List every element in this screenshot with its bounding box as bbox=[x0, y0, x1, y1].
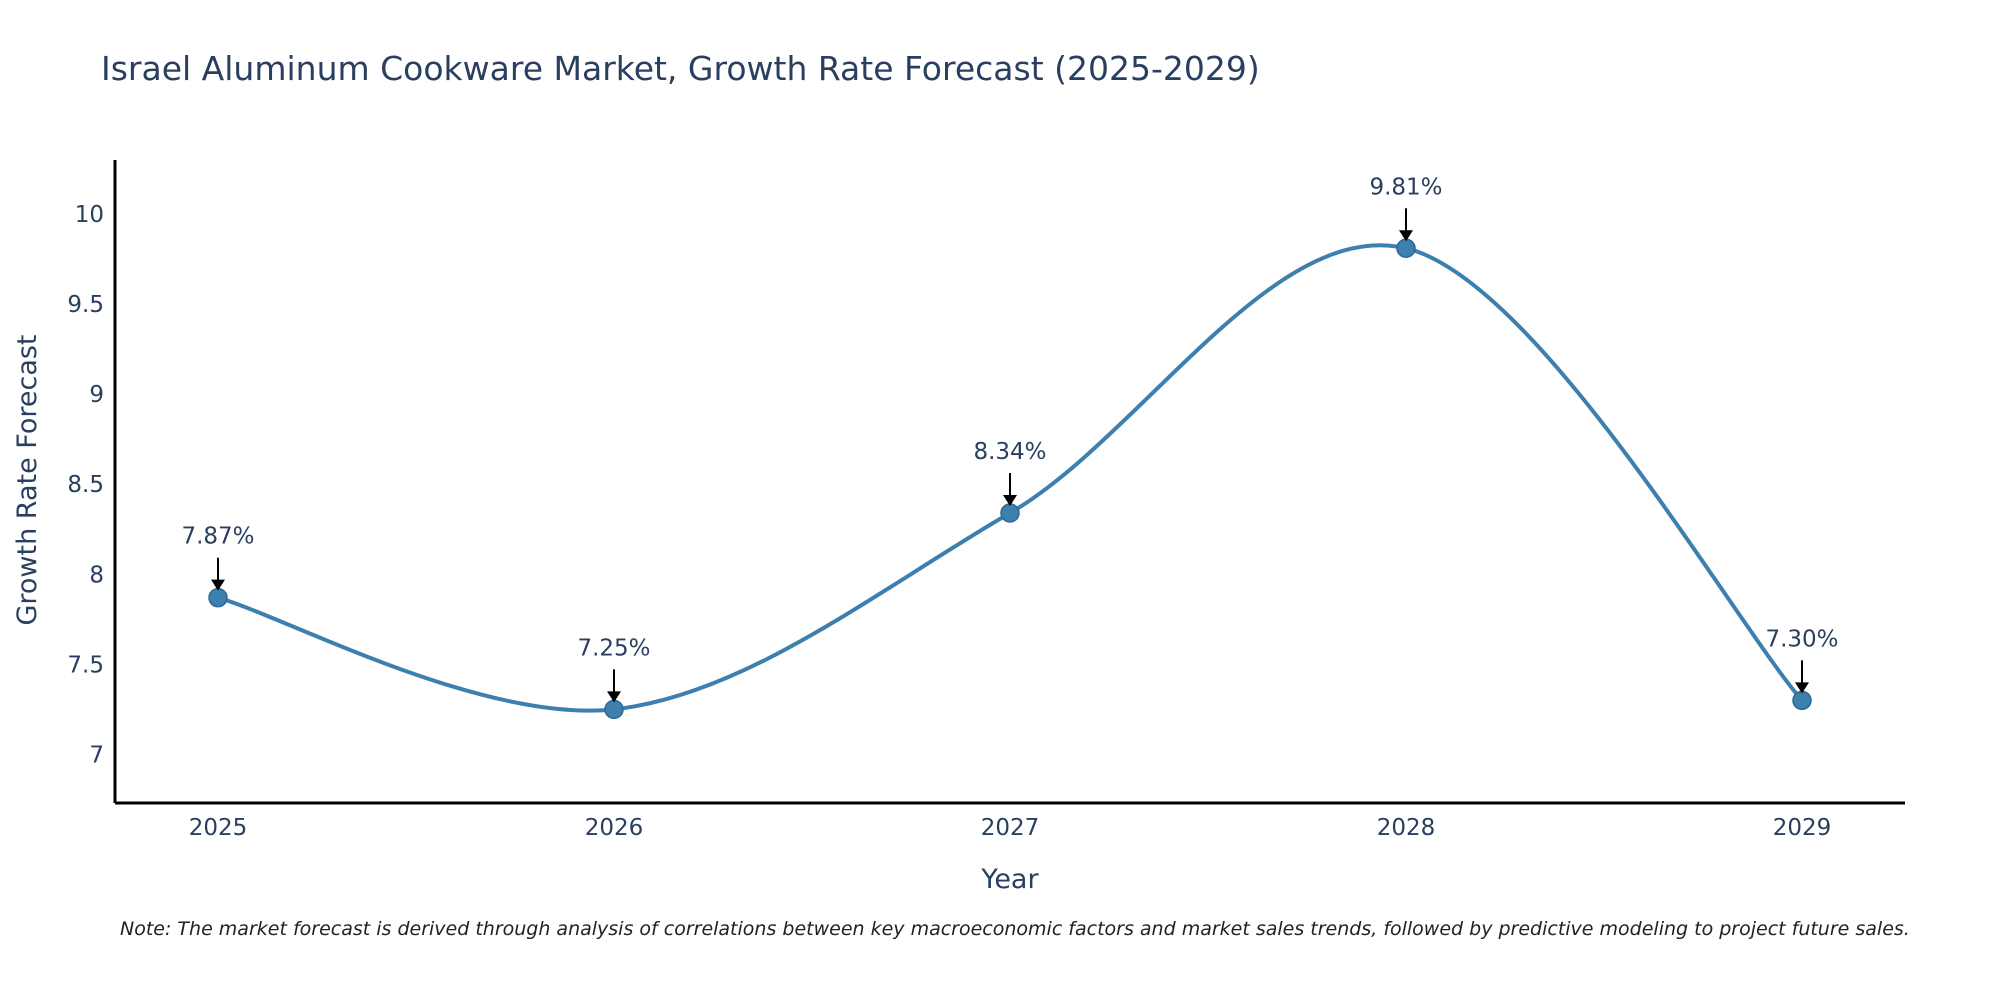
y-tick-label: 10 bbox=[75, 202, 104, 228]
footnote: Note: The market forecast is derived thr… bbox=[120, 918, 1910, 940]
data-point[interactable] bbox=[208, 587, 228, 608]
data-label: 7.30% bbox=[1765, 626, 1838, 652]
annotation-arrow-head bbox=[211, 579, 225, 591]
data-point[interactable] bbox=[1000, 503, 1020, 523]
series-line bbox=[216, 243, 1804, 713]
data-annotations: 7.87% 7.25% 8.34% 9.81% 7.30% bbox=[181, 174, 1839, 703]
data-point[interactable] bbox=[604, 699, 624, 720]
data-label: 7.87% bbox=[181, 524, 254, 550]
annotation-arrow-head bbox=[1003, 495, 1017, 507]
y-tick-label: 8 bbox=[89, 562, 104, 588]
x-axis-title: Year bbox=[980, 864, 1039, 895]
x-tick-label: 2028 bbox=[1377, 815, 1436, 841]
y-tick-label: 9.5 bbox=[67, 292, 104, 318]
data-label: 9.81% bbox=[1369, 174, 1442, 200]
x-axis-ticks: 2025 2026 2027 2028 2029 bbox=[189, 815, 1832, 841]
chart-title: Israel Aluminum Cookware Market, Growth … bbox=[101, 49, 1260, 88]
y-axis-ticks: 7 7.5 8 8.5 9 9.5 10 bbox=[67, 202, 104, 768]
annotation-arrow-head bbox=[1795, 682, 1809, 694]
annotation-arrow-head bbox=[607, 691, 621, 703]
x-tick-label: 2025 bbox=[189, 815, 248, 841]
data-point[interactable] bbox=[1396, 238, 1416, 259]
data-label: 8.34% bbox=[973, 439, 1046, 465]
y-tick-label: 7.5 bbox=[67, 652, 104, 678]
y-tick-label: 8.5 bbox=[67, 472, 104, 498]
data-label: 7.25% bbox=[577, 635, 650, 661]
y-axis-title: Growth Rate Forecast bbox=[12, 334, 43, 625]
x-tick-label: 2026 bbox=[585, 815, 644, 841]
annotation-arrow-head bbox=[1399, 230, 1413, 242]
y-tick-label: 9 bbox=[89, 382, 104, 408]
x-tick-label: 2027 bbox=[981, 815, 1040, 841]
x-tick-label: 2029 bbox=[1773, 815, 1832, 841]
data-point[interactable] bbox=[1792, 690, 1812, 711]
y-tick-label: 7 bbox=[89, 742, 104, 768]
